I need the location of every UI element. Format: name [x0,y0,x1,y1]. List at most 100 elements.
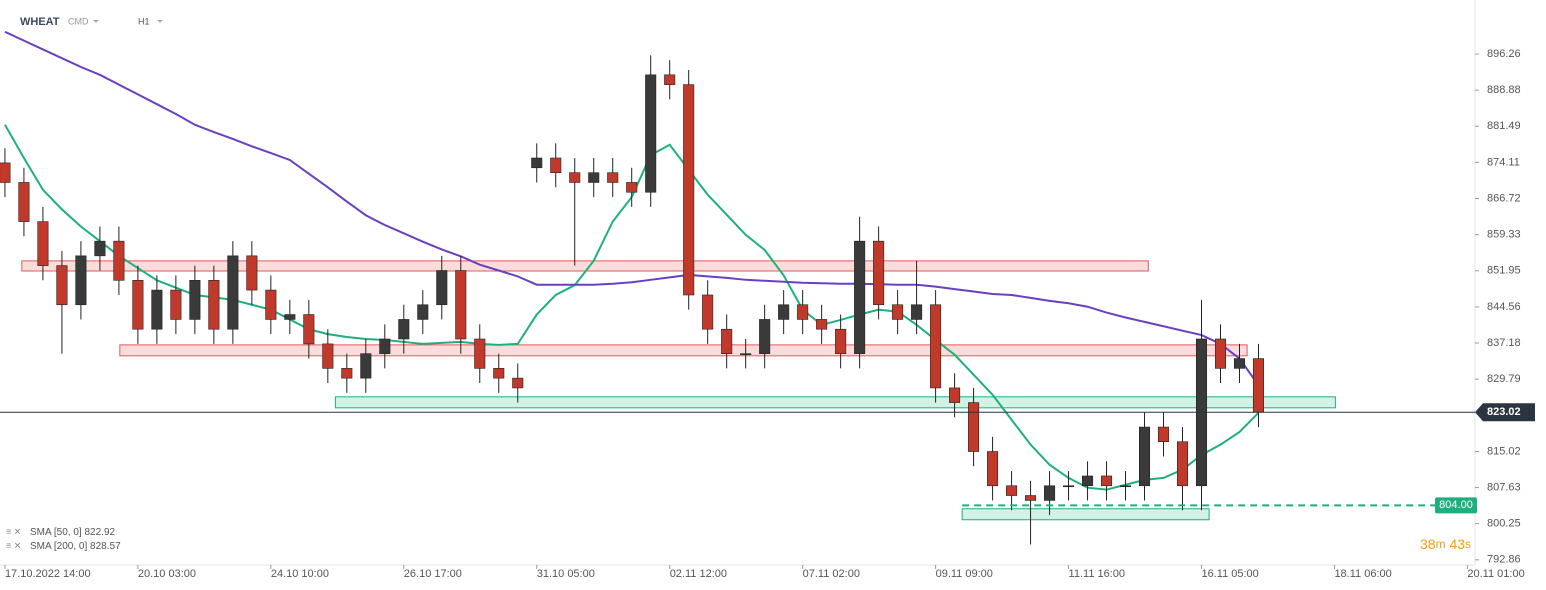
y-tick-label: 874.11 [1487,156,1520,168]
candle-body [911,304,923,320]
zone [334,396,1336,409]
candle-body [246,255,258,291]
candle-body [626,182,638,193]
candle-body [398,319,410,340]
y-tick-label: 829.79 [1487,373,1521,385]
minutes: 38 [1420,536,1436,552]
candle-body [721,328,733,354]
x-tick-label: 07.11 02:00 [803,568,860,580]
y-tick-label: 866.72 [1487,192,1521,204]
candle-body [493,368,505,379]
candle-body [512,377,524,389]
candle-body [37,221,49,266]
candle-body [113,240,125,281]
zone [119,344,1248,357]
y-tick-label: 837.18 [1487,337,1521,349]
legend-entry: SMA [50, 0] 822.92 [30,527,116,538]
x-tick-label: 26.10 17:00 [404,568,462,580]
candle-body [1101,475,1113,487]
x-tick-label: 20.11 01:00 [1467,568,1524,580]
candle-body [1120,485,1132,488]
legend-icon[interactable]: ≡ ✕ [6,540,21,550]
sma-line [4,30,1260,386]
candle-body [0,162,11,183]
candle-body [778,304,790,320]
candle-body [1025,495,1037,501]
y-tick-label: 844.56 [1487,301,1521,313]
level-label: 804.00 [1439,499,1473,511]
candle-body [132,279,144,330]
candle-body [18,182,30,222]
candle-body [1063,485,1075,488]
candle-body [322,343,334,369]
candle-body [531,157,543,169]
candle-body [170,289,182,320]
x-tick-label: 24.10 10:00 [271,568,329,580]
y-tick-label: 815.02 [1487,445,1521,457]
legend-entry: SMA [200, 0] 828.57 [30,541,121,552]
candle-body [379,338,391,354]
dropdown-icon[interactable] [93,20,99,23]
candle-body [835,328,847,354]
dropdown-icon[interactable] [157,20,163,23]
x-tick-label: 20.10 03:00 [138,568,196,580]
candle-body [816,319,828,330]
minutes-unit: m [1436,537,1446,551]
candle-body [645,74,657,193]
candle-body [265,289,277,320]
countdown: 38m 43s [1420,536,1471,552]
candle-body [1214,338,1227,369]
seconds: 43 [1449,536,1465,552]
candle-body [797,304,809,320]
candle-body [949,387,961,403]
legend-icon[interactable]: ≡ ✕ [6,526,21,536]
y-tick-label: 792.86 [1487,554,1521,566]
x-tick-label: 18.11 06:00 [1334,568,1391,580]
candle-body [341,368,353,379]
current-price-tag [1475,403,1535,422]
candle-body [1176,441,1189,487]
x-tick-label: 09.11 09:00 [936,568,993,580]
y-tick-label: 881.49 [1487,120,1521,132]
legend-name: SMA [200, 0] [30,541,87,552]
y-tick-label: 888.88 [1487,84,1521,96]
candle-body [854,240,866,354]
candle-body [588,172,600,183]
y-tick-label: 800.25 [1487,518,1521,530]
symbol[interactable]: WHEAT [20,16,60,28]
candle-body [550,157,562,173]
candle-body [930,304,942,389]
candle-body [683,84,695,296]
candle-body [968,402,980,452]
candle-body [1082,475,1094,487]
y-tick-label: 851.95 [1487,265,1521,277]
legend: ≡ ✕ SMA [50, 0] 822.92 ≡ ✕ SMA [200, 0] … [6,526,121,551]
y-tick-label: 896.26 [1487,48,1521,60]
y-tick-label: 807.63 [1487,481,1521,493]
candle-body [892,304,904,320]
candle-body [569,172,581,183]
zone [961,508,1210,521]
interval[interactable]: H1 [138,16,150,26]
current-price-label: 823.02 [1487,406,1521,418]
candle-body [987,451,999,487]
candle-body [151,289,163,330]
legend-name: SMA [50, 0] [30,527,82,538]
candle-body [1138,426,1151,487]
market[interactable]: CMD [68,16,89,26]
candle-body [1044,485,1056,501]
legend-value: 822.92 [84,527,115,538]
x-tick-label: 31.10 05:00 [537,568,595,580]
candle-body [702,294,714,330]
candle-body [56,265,68,306]
y-tick-label: 859.33 [1487,229,1521,241]
legend-value: 828.57 [90,541,121,552]
zone [21,260,1149,272]
candle-body [607,172,619,183]
candle-body [474,338,486,369]
candle-body [1157,426,1170,443]
candle-body [455,270,467,340]
candle-body [208,279,220,330]
